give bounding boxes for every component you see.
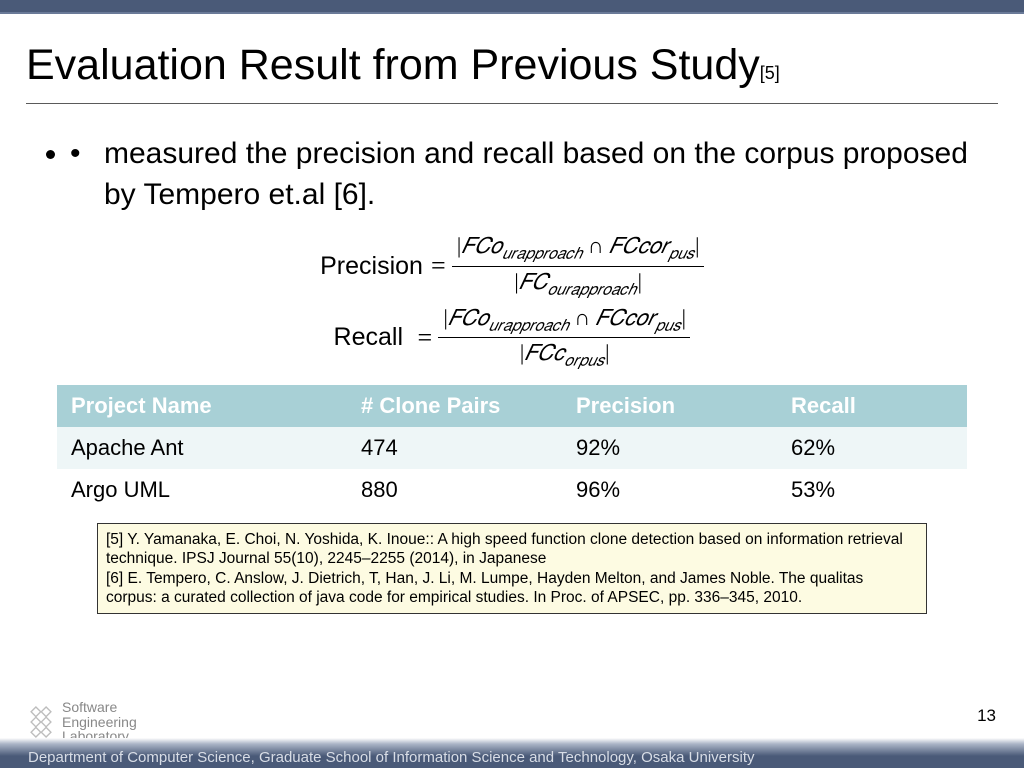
recall-formula: Recall = |𝐹𝐶𝑜𝑢𝑟𝑎𝑝𝑝𝑟𝑜𝑎𝑐ℎ ∩ 𝐹𝐶𝑐𝑜𝑟𝑝𝑢𝑠| |𝐹𝐶𝑐… xyxy=(26,305,998,371)
bullet-list: measured the precision and recall based … xyxy=(70,134,998,215)
precision-denominator: |𝐹𝐶𝑜𝑢𝑟𝑎𝑝𝑝𝑟𝑜𝑎𝑐ℎ| xyxy=(509,267,646,299)
equals-sign: = xyxy=(431,251,446,281)
recall-fraction: |𝐹𝐶𝑜𝑢𝑟𝑎𝑝𝑝𝑟𝑜𝑎𝑐ℎ ∩ 𝐹𝐶𝑐𝑜𝑟𝑝𝑢𝑠| |𝐹𝐶𝑐𝑜𝑟𝑝𝑢𝑠| xyxy=(438,305,690,371)
precision-fraction: |𝐹𝐶𝑜𝑢𝑟𝑎𝑝𝑝𝑟𝑜𝑎𝑐ℎ ∩ 𝐹𝐶𝑐𝑜𝑟𝑝𝑢𝑠| |𝐹𝐶𝑜𝑢𝑟𝑎𝑝𝑝𝑟𝑜𝑎𝑐… xyxy=(452,233,704,299)
col-recall: Recall xyxy=(777,385,967,427)
references-box: [5] Y. Yamanaka, E. Choi, N. Yoshida, K.… xyxy=(97,523,927,615)
cell: 474 xyxy=(347,427,562,469)
cell: Apache Ant xyxy=(57,427,347,469)
cell: 53% xyxy=(777,469,967,511)
cell: Argo UML xyxy=(57,469,347,511)
title-divider xyxy=(26,103,998,104)
reference-6: [6] E. Tempero, C. Anslow, J. Dietrich, … xyxy=(106,569,918,608)
page-number: 13 xyxy=(977,706,996,726)
slide-content: Evaluation Result from Previous Study[5]… xyxy=(0,14,1024,614)
title-text: Evaluation Result from Previous Study xyxy=(26,41,760,89)
cell: 62% xyxy=(777,427,967,469)
cell: 92% xyxy=(562,427,777,469)
title-citation: [5] xyxy=(760,63,780,83)
logo-line2: Engineering xyxy=(62,715,137,730)
table-row: Apache Ant 474 92% 62% xyxy=(57,427,967,469)
recall-numerator: |𝐹𝐶𝑜𝑢𝑟𝑎𝑝𝑝𝑟𝑜𝑎𝑐ℎ ∩ 𝐹𝐶𝑐𝑜𝑟𝑝𝑢𝑠| xyxy=(438,305,690,338)
equals-sign: = xyxy=(411,323,432,353)
precision-numerator: |𝐹𝐶𝑜𝑢𝑟𝑎𝑝𝑝𝑟𝑜𝑎𝑐ℎ ∩ 𝐹𝐶𝑐𝑜𝑟𝑝𝑢𝑠| xyxy=(452,233,704,266)
recall-label: Recall xyxy=(334,323,403,352)
table-header-row: Project Name # Clone Pairs Precision Rec… xyxy=(57,385,967,427)
col-precision: Precision xyxy=(562,385,777,427)
affiliation: Department of Computer Science, Graduate… xyxy=(28,749,755,766)
precision-formula: Precision = |𝐹𝐶𝑜𝑢𝑟𝑎𝑝𝑝𝑟𝑜𝑎𝑐ℎ ∩ 𝐹𝐶𝑐𝑜𝑟𝑝𝑢𝑠| |… xyxy=(26,233,998,299)
col-project-name: Project Name xyxy=(57,385,347,427)
formulas-block: Precision = |𝐹𝐶𝑜𝑢𝑟𝑎𝑝𝑝𝑟𝑜𝑎𝑐ℎ ∩ 𝐹𝐶𝑐𝑜𝑟𝑝𝑢𝑠| |… xyxy=(26,233,998,371)
table-row: Argo UML 880 96% 53% xyxy=(57,469,967,511)
recall-denominator: |𝐹𝐶𝑐𝑜𝑟𝑝𝑢𝑠| xyxy=(515,338,614,370)
lab-logo-icon xyxy=(24,705,58,739)
bottom-band: Department of Computer Science, Graduate… xyxy=(0,738,1024,768)
cell: 96% xyxy=(562,469,777,511)
reference-5: [5] Y. Yamanaka, E. Choi, N. Yoshida, K.… xyxy=(106,530,918,569)
logo-line1: Software xyxy=(62,700,137,715)
precision-label: Precision xyxy=(320,252,423,281)
cell: 880 xyxy=(347,469,562,511)
results-table: Project Name # Clone Pairs Precision Rec… xyxy=(57,385,967,511)
bullet-item: measured the precision and recall based … xyxy=(70,134,998,215)
col-clone-pairs: # Clone Pairs xyxy=(347,385,562,427)
top-accent-bar xyxy=(0,0,1024,14)
slide-title: Evaluation Result from Previous Study[5] xyxy=(26,42,998,89)
